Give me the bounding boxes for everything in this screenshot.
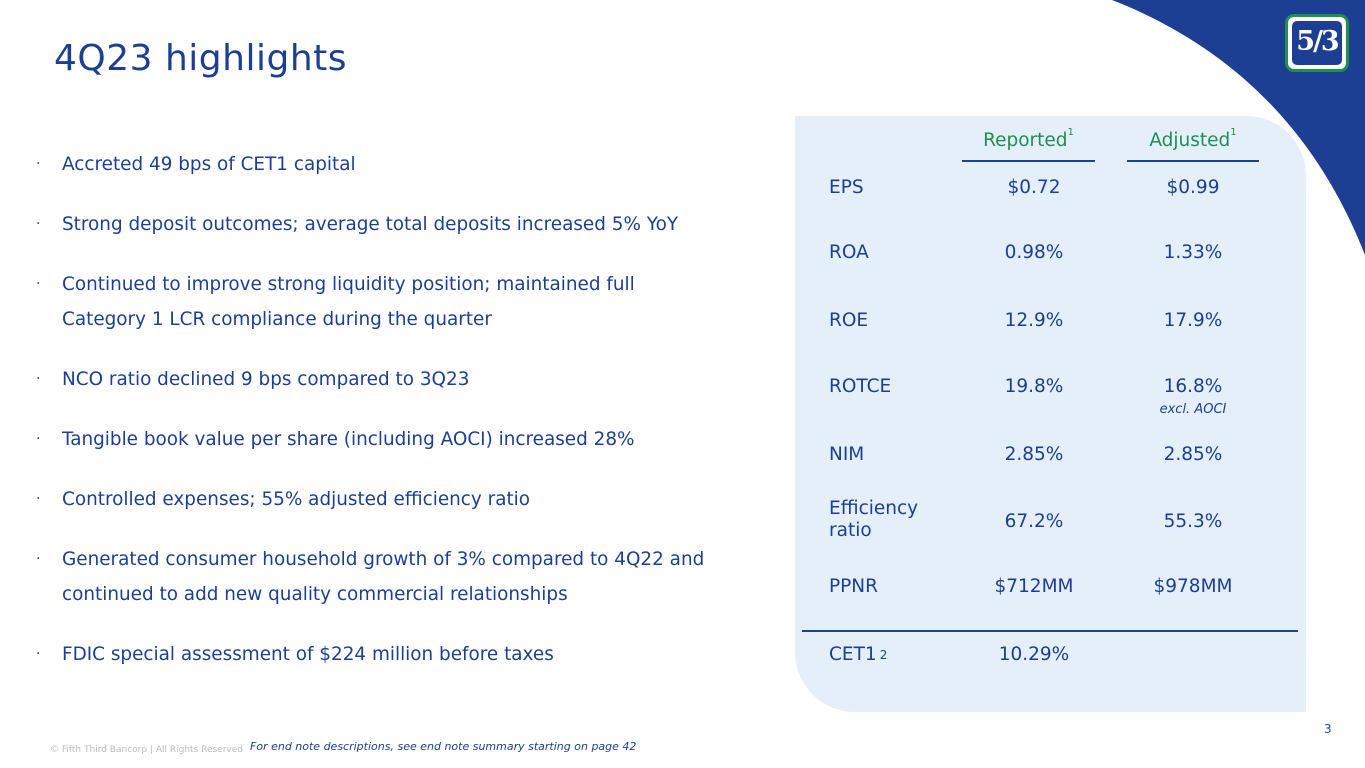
roa-adjusted: 1.33% <box>1163 242 1223 263</box>
roe-adjusted: 17.9% <box>1163 310 1223 331</box>
fifth-third-logo: 5/3 <box>1285 14 1349 72</box>
row-label-efficiency-ratio: Efficiency ratio <box>829 498 918 542</box>
reported-header-label: Reported <box>983 130 1068 151</box>
ppnr-reported: $712MM <box>994 576 1074 597</box>
rotce-adjusted-note: excl. AOCI <box>1159 402 1227 417</box>
table-divider <box>802 630 1298 632</box>
bullet-marker: · <box>36 156 41 172</box>
row-label-rotce: ROTCE <box>829 376 892 397</box>
row-label-line1: Efficiency <box>829 498 919 519</box>
cet1-reported: 10.29% <box>998 644 1070 665</box>
adjusted-header-label: Adjusted <box>1149 130 1231 151</box>
list-item: · Strong deposit outcomes; average total … <box>36 207 756 242</box>
list-item: · Controlled expenses; 55% adjusted effic… <box>36 482 756 517</box>
list-item: · Generated consumer household growth of … <box>36 542 756 612</box>
eps-reported: $0.72 <box>1007 177 1061 198</box>
footnote-ref: 2 <box>879 648 888 662</box>
eps-adjusted: $0.99 <box>1166 177 1220 198</box>
row-label-nim: NIM <box>829 444 865 465</box>
cet1-label: CET1 <box>829 644 877 665</box>
bullet-text: Accreted 49 bps of CET1 capital <box>62 154 356 175</box>
bullet-marker: · <box>36 551 41 567</box>
roa-reported: 0.98% <box>1004 242 1064 263</box>
page-number: 3 <box>1324 722 1332 736</box>
bullet-marker: · <box>36 491 41 507</box>
metrics-panel <box>795 116 1306 712</box>
logo-mark: 5/3 <box>1292 21 1342 65</box>
bullet-marker: · <box>36 216 41 232</box>
bullet-text: NCO ratio declined 9 bps compared to 3Q2… <box>62 369 470 390</box>
list-item: · Continued to improve strong liquidity p… <box>36 267 756 337</box>
rotce-adjusted: 16.8% <box>1163 376 1223 397</box>
bullet-marker: · <box>36 431 41 447</box>
bullet-text-line1: Continued to improve strong liquidity po… <box>62 274 635 295</box>
footnote-ref: 1 <box>1230 127 1237 138</box>
bullet-marker: · <box>36 646 41 662</box>
efficiency-adjusted: 55.3% <box>1163 511 1223 532</box>
row-label-roe: ROE <box>829 310 869 331</box>
list-item: · FDIC special assessment of $224 million… <box>36 637 756 672</box>
row-label-ppnr: PPNR <box>829 576 879 597</box>
list-item: · Tangible book value per share (includin… <box>36 422 756 457</box>
bullet-text-line2: continued to add new quality commercial … <box>62 584 568 605</box>
efficiency-reported: 67.2% <box>1004 511 1064 532</box>
roe-reported: 12.9% <box>1004 310 1064 331</box>
copyright: © Fifth Third Bancorp | All Rights Reser… <box>50 745 243 755</box>
bullet-text: FDIC special assessment of $224 million … <box>62 644 554 665</box>
ppnr-adjusted: $978MM <box>1153 576 1233 597</box>
end-note-reference: For end note descriptions, see end note … <box>250 740 637 753</box>
reported-header: Reported1 <box>962 126 1095 162</box>
nim-reported: 2.85% <box>1004 444 1064 465</box>
bullet-text: Tangible book value per share (including… <box>62 429 635 450</box>
bullet-text: Strong deposit outcomes; average total d… <box>62 214 679 235</box>
row-label-roa: ROA <box>829 242 869 263</box>
row-label-line2: ratio <box>829 520 872 541</box>
row-label-cet1: CET1 2 <box>829 644 887 666</box>
rotce-reported: 19.8% <box>1004 376 1064 397</box>
bullet-text: Controlled expenses; 55% adjusted effici… <box>62 489 531 510</box>
list-item: · NCO ratio declined 9 bps compared to 3Q… <box>36 362 756 397</box>
bullet-text-line1: Generated consumer household growth of 3… <box>62 549 705 570</box>
bullet-marker: · <box>36 276 41 292</box>
page-title: 4Q23 highlights <box>54 38 348 79</box>
bullet-marker: · <box>36 371 41 387</box>
bullet-text-line2: Category 1 LCR compliance during the qua… <box>62 309 492 330</box>
adjusted-header: Adjusted1 <box>1127 126 1259 162</box>
row-label-eps: EPS <box>829 177 864 198</box>
list-item: · Accreted 49 bps of CET1 capital <box>36 147 756 182</box>
nim-adjusted: 2.85% <box>1163 444 1223 465</box>
highlights-list: · Accreted 49 bps of CET1 capital · Strong… <box>36 147 756 697</box>
footnote-ref: 1 <box>1067 127 1074 138</box>
